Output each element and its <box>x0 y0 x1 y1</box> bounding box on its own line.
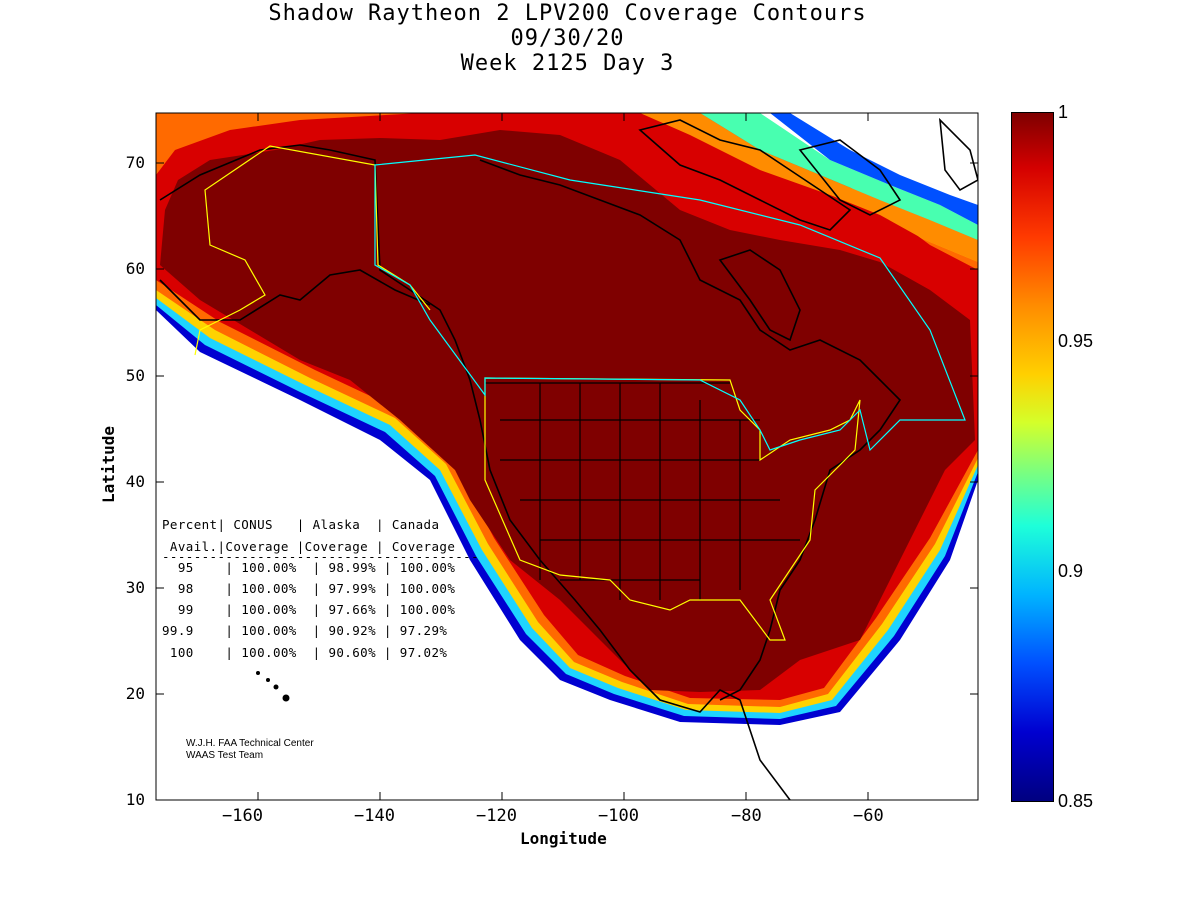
ytick-label: 70 <box>125 153 145 172</box>
colorbar <box>1011 112 1054 802</box>
arctic-lower-coverage <box>700 113 978 240</box>
ytick-label: 10 <box>125 790 145 809</box>
stats-row: 99 | 100.00% | 97.66% | 100.00% <box>162 602 456 617</box>
y-axis-label: Latitude <box>99 425 119 504</box>
chart-week-day: Week 2125 Day 3 <box>460 51 675 76</box>
stats-row: 98 | 100.00% | 97.99% | 100.00% <box>162 581 456 596</box>
credit-line-2: WAAS Test Team <box>186 750 264 761</box>
coverage-contours <box>156 113 978 800</box>
xtick-label: −100 <box>598 806 639 826</box>
contour-full-coverage <box>160 130 975 692</box>
arctic-low-coverage <box>640 113 978 262</box>
xtick-label: −80 <box>731 806 762 826</box>
plot-frame <box>155 112 979 801</box>
xtick-label: −160 <box>222 806 263 826</box>
ytick-label: 30 <box>125 578 145 597</box>
alaska-service-boundary <box>194 145 431 356</box>
colorbar-tick: 0.95 <box>1058 331 1094 351</box>
ytick-label: 60 <box>125 259 145 278</box>
chart-date: 09/30/20 <box>510 26 625 51</box>
xtick-label: −120 <box>476 806 517 826</box>
stats-divider: ---------------------------------------- <box>162 549 480 564</box>
x-axis-label: Longitude <box>520 829 607 848</box>
canada-service-boundary <box>374 154 966 452</box>
hawaii-islands <box>256 671 290 702</box>
tick-marks <box>156 113 978 800</box>
xtick-label: −60 <box>853 806 884 826</box>
colorbar-tick: 0.85 <box>1058 791 1094 811</box>
stats-header-2: Avail.|Coverage |Coverage | Coverage <box>162 539 456 554</box>
stats-row: 99.9 | 100.00% | 90.92% | 97.29% <box>162 623 448 638</box>
ytick-label: 40 <box>125 472 145 491</box>
stats-row: 100 | 100.00% | 90.60% | 97.02% <box>162 645 448 660</box>
ytick-label: 50 <box>125 366 145 385</box>
stats-row: 95 | 100.00% | 98.99% | 100.00% <box>162 560 456 575</box>
conus-service-boundary <box>484 377 861 641</box>
ytick-label: 20 <box>125 684 145 703</box>
credit-line-1: W.J.H. FAA Technical Center <box>186 738 314 749</box>
stats-header-1: Percent| CONUS | Alaska | Canada <box>162 517 440 532</box>
colorbar-tick: 1 <box>1058 102 1069 122</box>
xtick-label: −140 <box>354 806 395 826</box>
chart-title: Shadow Raytheon 2 LPV200 Coverage Contou… <box>268 1 867 26</box>
colorbar-tick: 0.9 <box>1058 561 1084 581</box>
state-boundaries <box>485 382 800 600</box>
arctic-lowest-coverage <box>770 113 978 225</box>
